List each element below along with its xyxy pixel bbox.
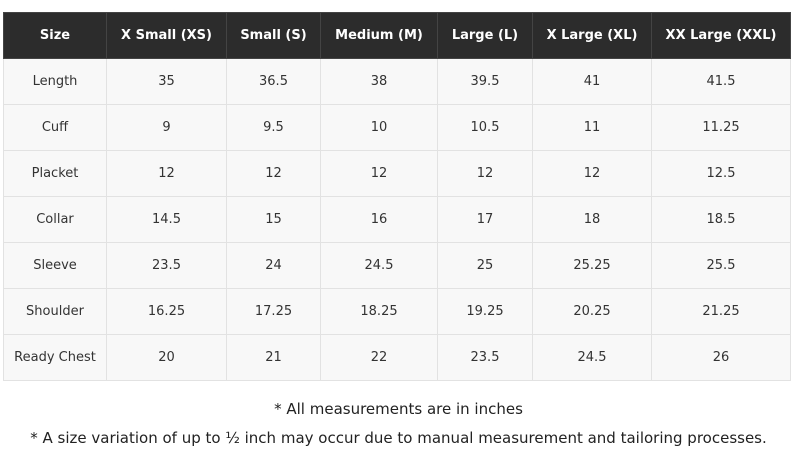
table-row: Shoulder 16.25 17.25 18.25 19.25 20.25 21.25 (3, 288, 791, 335)
table-cell: 9.5 (226, 104, 321, 151)
row-label: Ready Chest (3, 334, 107, 381)
table-cell: 18.5 (651, 196, 791, 243)
table-cell: 25.25 (532, 242, 652, 289)
header-cell: Medium (M) (320, 12, 438, 59)
table-cell: 35 (106, 58, 227, 105)
row-label: Length (3, 58, 107, 105)
note: * All measurements are in inches (274, 400, 523, 418)
table-cell: 12 (226, 150, 321, 197)
table-cell: 18.25 (320, 288, 438, 335)
table-cell: 9 (106, 104, 227, 151)
table-cell: 12 (532, 150, 652, 197)
table-cell: 12 (106, 150, 227, 197)
header-cell: Small (S) (226, 12, 321, 59)
table-cell: 11 (532, 104, 652, 151)
note: * A size variation of up to ½ inch may o… (30, 429, 767, 447)
notes: * All measurements are in inches * A size… (0, 400, 797, 458)
table-row: Length 35 36.5 38 39.5 41 41.5 (3, 58, 791, 105)
table-cell: 25 (437, 242, 533, 289)
table-cell: 12 (320, 150, 438, 197)
header-row: Size X Small (XS) Small (S) Medium (M) Large… (3, 12, 791, 59)
size-table: Size X Small (XS) Small (S) Medium (M) Large… (3, 12, 791, 381)
table-cell: 10.5 (437, 104, 533, 151)
table-cell: 16 (320, 196, 438, 243)
row-label: Sleeve (3, 242, 107, 289)
table-cell: 20.25 (532, 288, 652, 335)
table-cell: 21 (226, 334, 321, 381)
table-row: Ready Chest 20 21 22 23.5 24.5 26 (3, 334, 791, 381)
table-cell: 38 (320, 58, 438, 105)
row-label: Placket (3, 150, 107, 197)
table-cell: 24 (226, 242, 321, 289)
table-cell: 41 (532, 58, 652, 105)
table-cell: 19.25 (437, 288, 533, 335)
table-cell: 39.5 (437, 58, 533, 105)
table-row: Collar 14.5 15 16 17 18 18.5 (3, 196, 791, 243)
table-row: Cuff 9 9.5 10 10.5 11 11.25 (3, 104, 791, 151)
header-cell: X Large (XL) (532, 12, 652, 59)
table-cell: 18 (532, 196, 652, 243)
table-cell: 12 (437, 150, 533, 197)
header-cell: XX Large (XXL) (651, 12, 791, 59)
table-cell: 26 (651, 334, 791, 381)
table-cell: 16.25 (106, 288, 227, 335)
table-cell: 41.5 (651, 58, 791, 105)
header-cell: Large (L) (437, 12, 533, 59)
table-cell: 24.5 (532, 334, 652, 381)
table-cell: 21.25 (651, 288, 791, 335)
row-label: Collar (3, 196, 107, 243)
table-cell: 17.25 (226, 288, 321, 335)
table-row: Placket 12 12 12 12 12 12.5 (3, 150, 791, 197)
table-cell: 14.5 (106, 196, 227, 243)
table-cell: 23.5 (106, 242, 227, 289)
row-label: Cuff (3, 104, 107, 151)
table-cell: 20 (106, 334, 227, 381)
table-cell: 23.5 (437, 334, 533, 381)
table-cell: 25.5 (651, 242, 791, 289)
table-cell: 36.5 (226, 58, 321, 105)
table-row: Sleeve 23.5 24 24.5 25 25.25 25.5 (3, 242, 791, 289)
table-cell: 10 (320, 104, 438, 151)
table-cell: 17 (437, 196, 533, 243)
table-cell: 12.5 (651, 150, 791, 197)
table-cell: 22 (320, 334, 438, 381)
header-cell: Size (3, 12, 107, 59)
table-cell: 11.25 (651, 104, 791, 151)
header-cell: X Small (XS) (106, 12, 227, 59)
table-cell: 15 (226, 196, 321, 243)
table-cell: 24.5 (320, 242, 438, 289)
row-label: Shoulder (3, 288, 107, 335)
